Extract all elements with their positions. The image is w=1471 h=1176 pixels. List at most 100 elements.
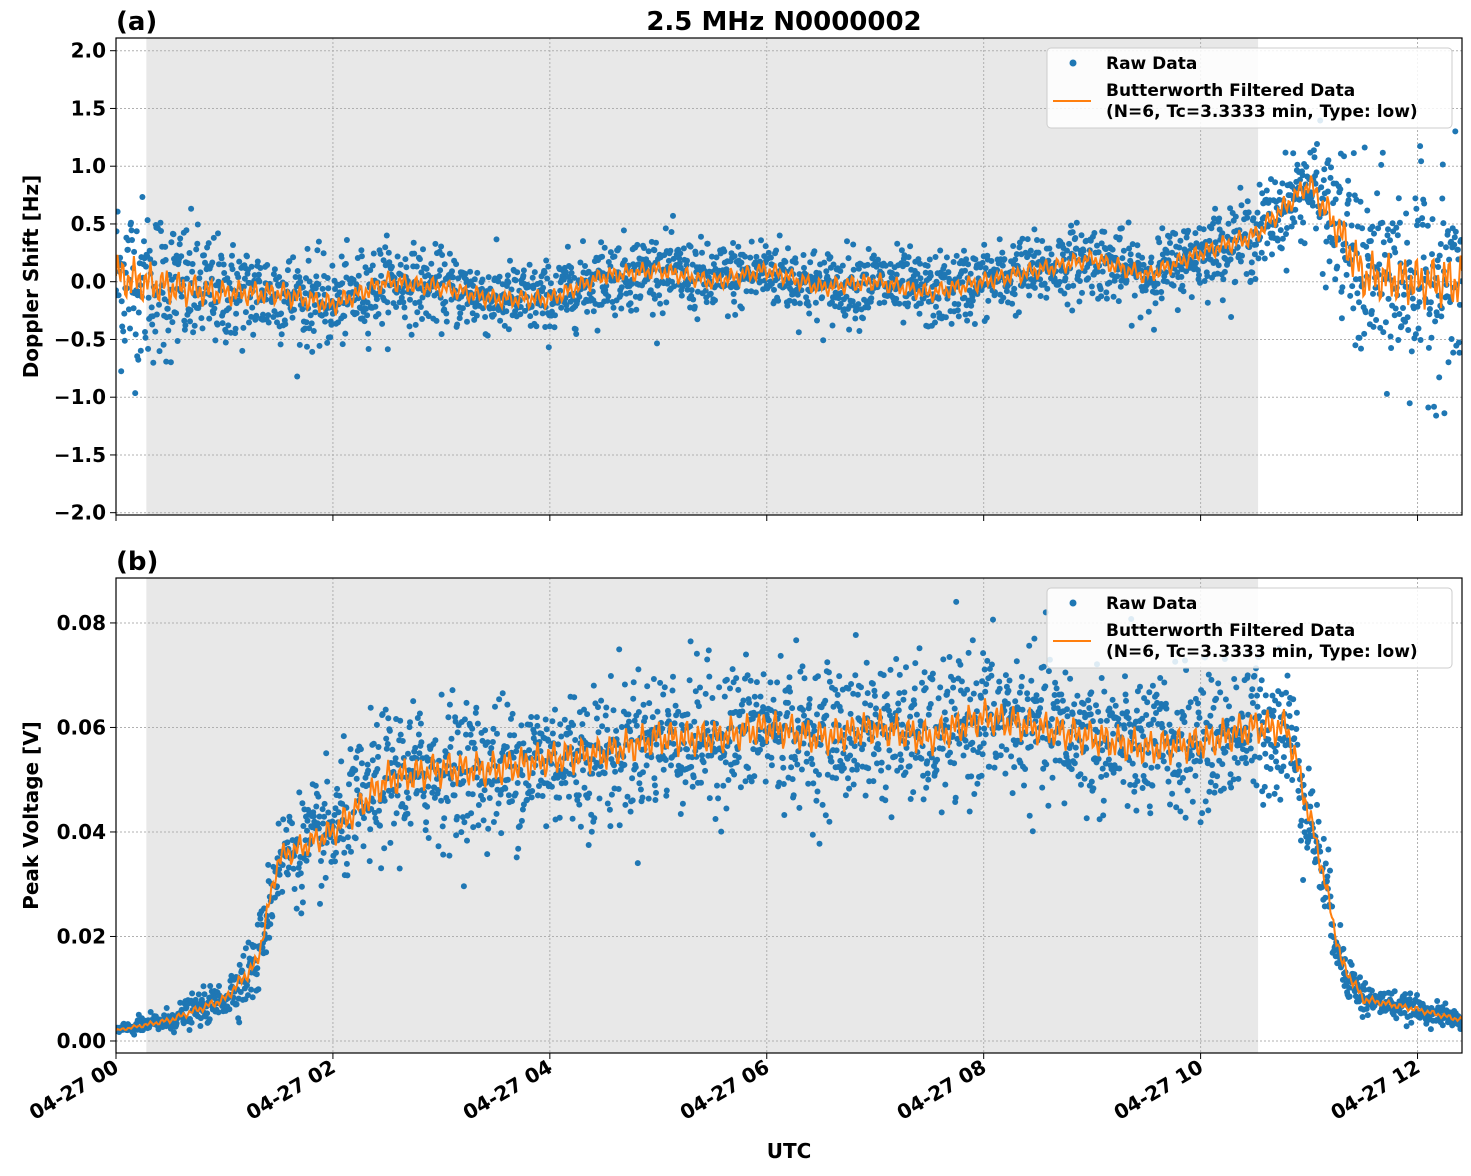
raw-data-point [951,259,957,265]
raw-data-point [1231,676,1237,682]
raw-data-point [255,986,261,992]
raw-data-point [1148,255,1154,261]
raw-data-point [424,266,430,272]
raw-data-point [471,740,477,746]
raw-data-point [406,795,412,801]
raw-data-point [300,823,306,829]
raw-data-point [1346,192,1352,198]
raw-data-point [298,870,304,876]
raw-data-point [1277,189,1283,195]
raw-data-point [473,710,479,716]
raw-data-point [515,846,521,852]
raw-data-point [595,328,601,334]
raw-data-point [193,246,199,252]
raw-data-point [119,298,125,304]
raw-data-point [823,812,829,818]
raw-data-point [321,850,327,856]
raw-data-point [1116,766,1122,772]
raw-data-point [1008,753,1014,759]
raw-data-point [918,275,924,281]
raw-data-point [1034,692,1040,698]
raw-data-point [820,802,826,808]
raw-data-point [320,286,326,292]
raw-data-point [529,788,535,794]
raw-data-point [1320,271,1326,277]
raw-data-point [690,297,696,303]
raw-data-point [1069,766,1075,772]
raw-data-point [1185,788,1191,794]
raw-data-point [322,801,328,807]
raw-data-point [1011,286,1017,292]
raw-data-point [1146,689,1152,695]
raw-data-point [855,301,861,307]
raw-data-point [314,247,320,253]
raw-data-point [895,701,901,707]
raw-data-point [1421,201,1427,207]
raw-data-point [1283,150,1289,156]
raw-data-point [1396,311,1402,317]
raw-data-point [447,251,453,257]
raw-data-point [187,1027,193,1033]
raw-data-point [865,690,871,696]
raw-data-point [520,273,526,279]
raw-data-point [1430,216,1436,222]
raw-data-point [823,713,829,719]
raw-data-point [981,726,987,732]
raw-data-point [325,275,331,281]
raw-data-point [1332,276,1338,282]
raw-data-point [811,728,817,734]
raw-data-point [249,264,255,270]
raw-data-point [408,821,414,827]
raw-data-point [1458,237,1464,243]
raw-data-point [472,746,478,752]
raw-data-point [1206,789,1212,795]
raw-data-point [1206,672,1212,678]
raw-data-point [567,730,573,736]
raw-data-point [518,722,524,728]
raw-data-point [982,689,988,695]
raw-data-point [276,821,282,827]
raw-data-point [1130,761,1136,767]
raw-data-point [1155,764,1161,770]
raw-data-point [629,775,635,781]
raw-data-point [370,799,376,805]
raw-data-point [1237,185,1243,191]
raw-data-point [528,714,534,720]
raw-data-point [1021,783,1027,789]
raw-data-point [171,1029,177,1035]
raw-data-point [668,762,674,768]
raw-data-point [544,276,550,282]
raw-data-point [1195,267,1201,273]
raw-data-point [1228,314,1234,320]
raw-data-point [1401,292,1407,298]
raw-data-point [980,260,986,266]
raw-data-point [1070,229,1076,235]
raw-data-point [723,759,729,765]
raw-data-point [139,194,145,200]
raw-data-point [464,700,470,706]
raw-data-point [1089,284,1095,290]
raw-data-point [973,680,979,686]
raw-data-point [355,821,361,827]
raw-data-point [370,263,376,269]
raw-data-point [306,258,312,264]
raw-data-point [467,269,473,275]
raw-data-point [1409,348,1415,354]
raw-data-point [482,787,488,793]
raw-data-point [1177,238,1183,244]
raw-data-point [1217,689,1223,695]
raw-data-point [787,674,793,680]
raw-data-point [680,801,686,807]
raw-data-point [236,1019,242,1025]
raw-data-point [1098,286,1104,292]
raw-data-point [291,866,297,872]
raw-data-point [654,340,660,346]
raw-data-point [1000,295,1006,301]
raw-data-point [1167,722,1173,728]
raw-data-point [589,829,595,835]
raw-data-point [746,700,752,706]
raw-data-point [297,279,303,285]
raw-data-point [884,691,890,697]
raw-data-point [391,821,397,827]
raw-data-point [1228,771,1234,777]
